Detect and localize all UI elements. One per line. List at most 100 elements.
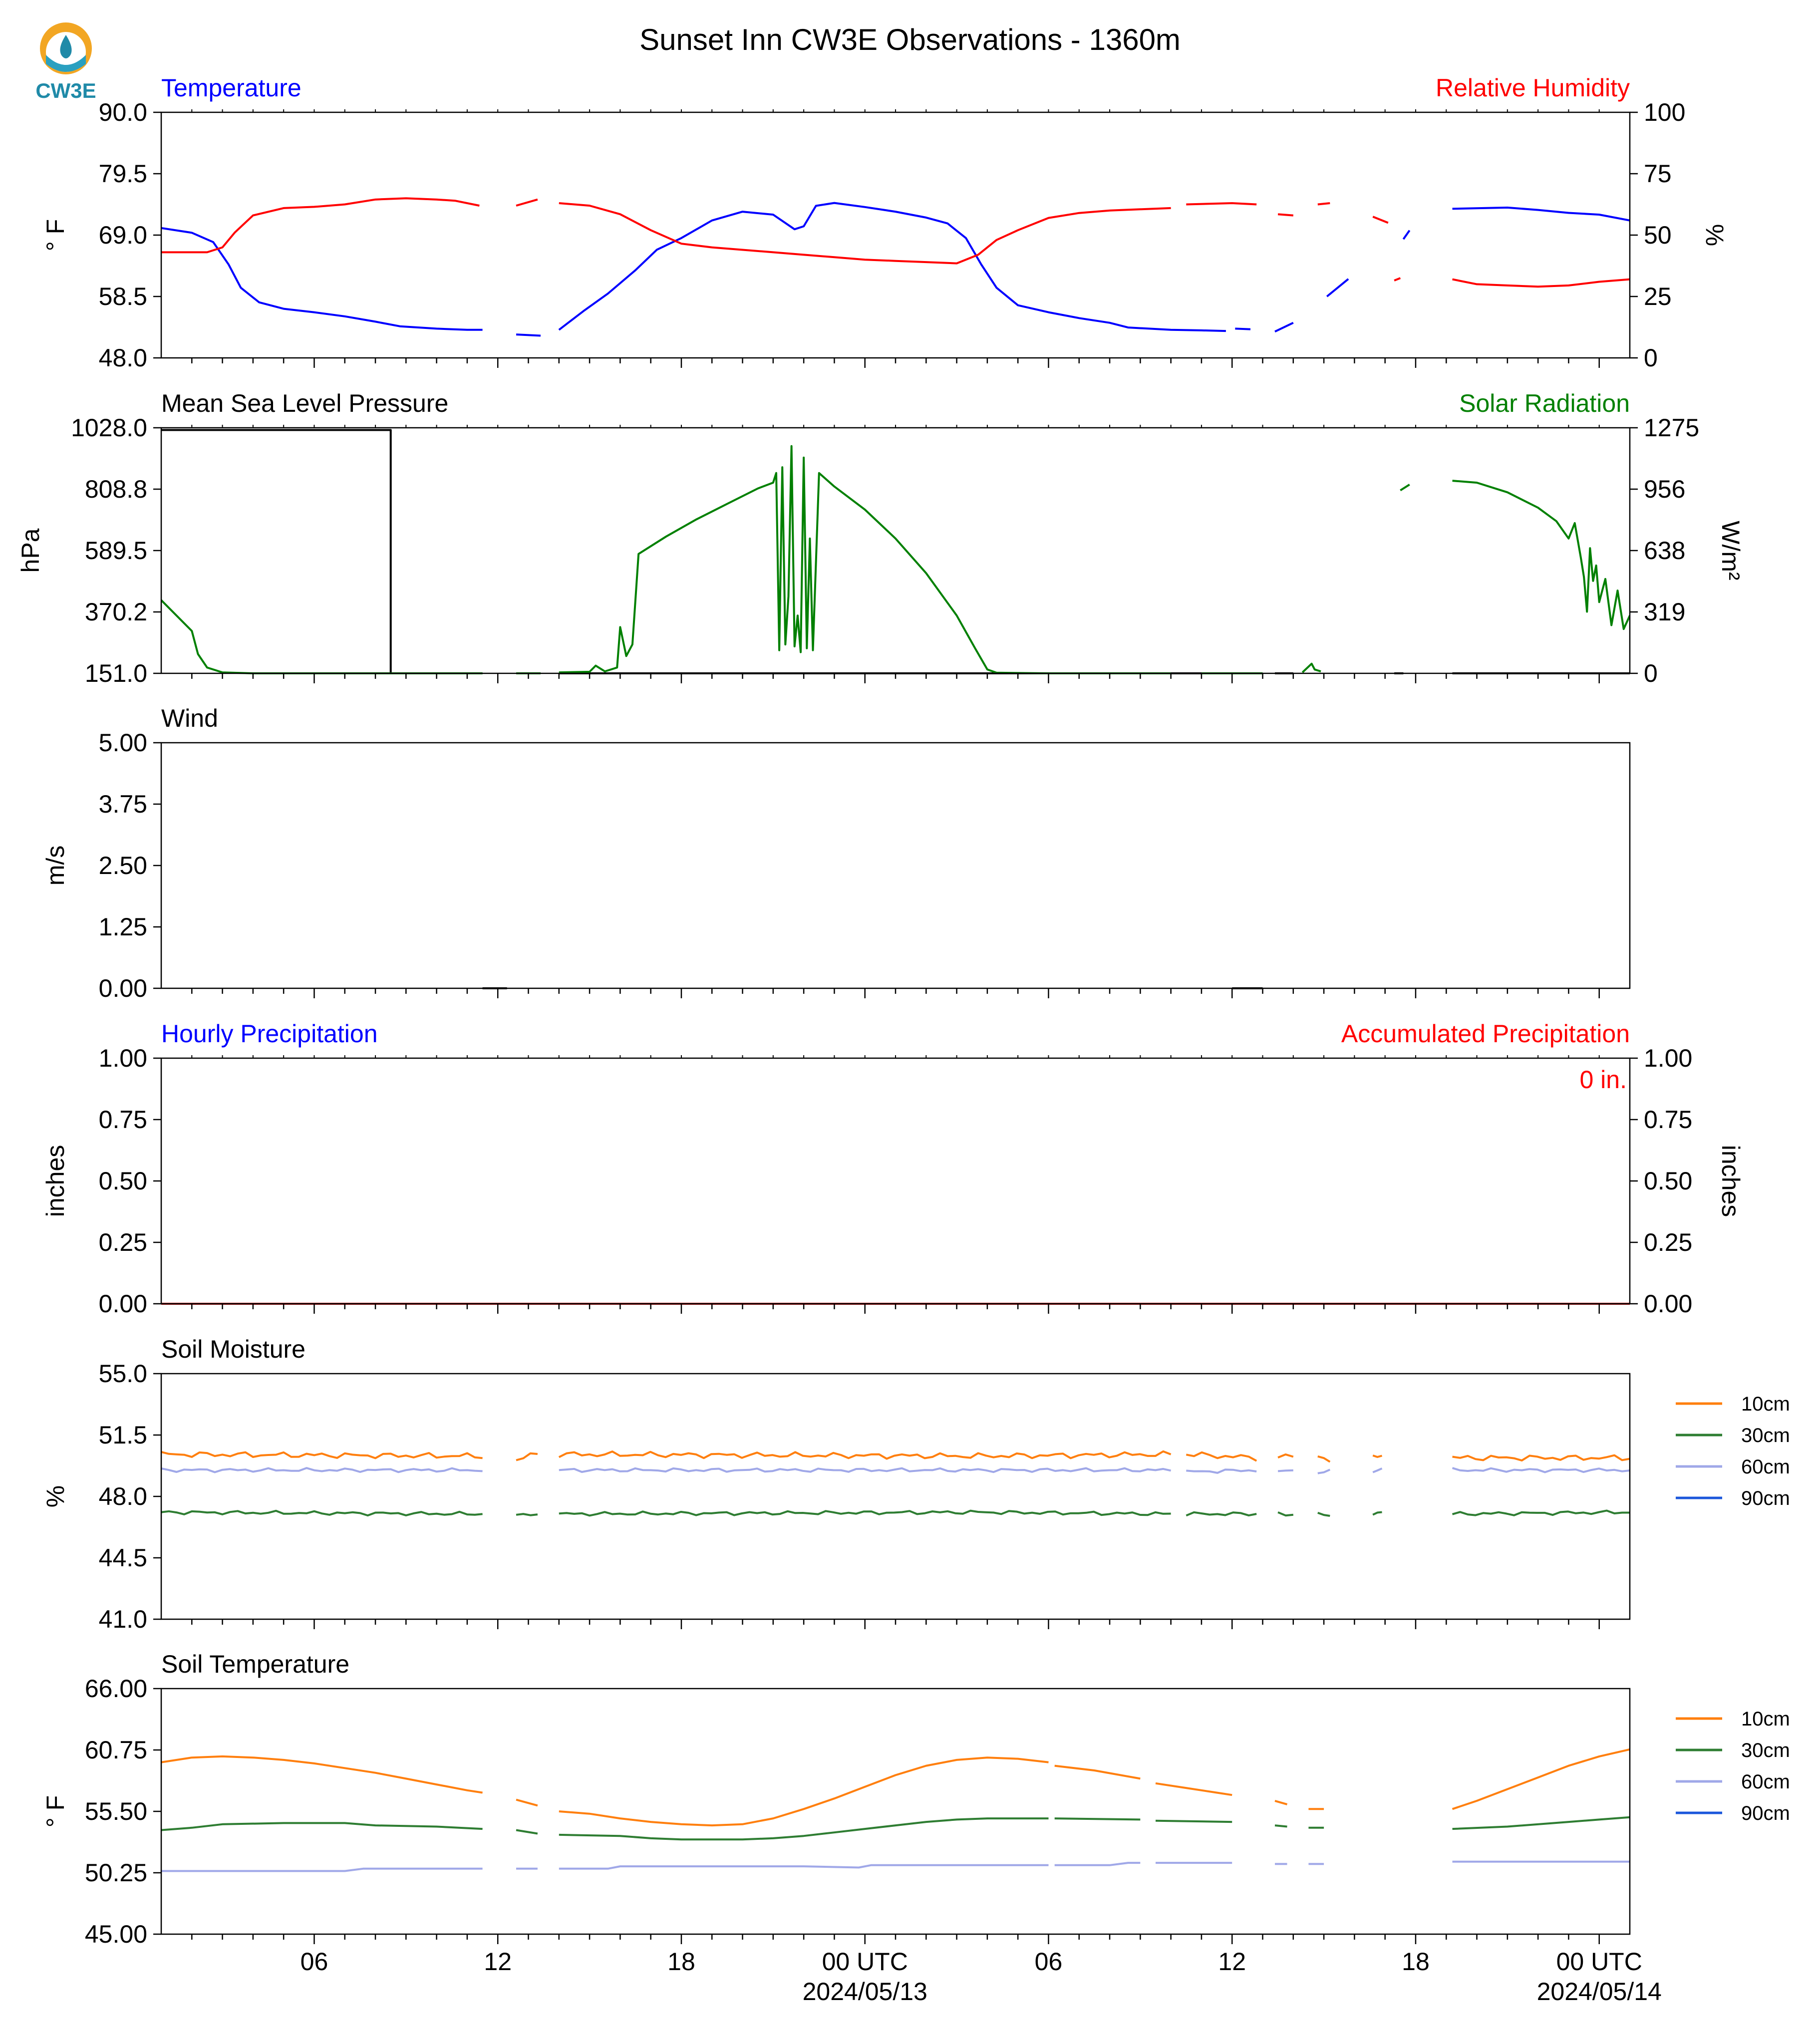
y-tick-label: 48.0 [99, 1482, 147, 1510]
y-tick-label: 1028.0 [71, 414, 147, 442]
series-temperature-segment [1235, 327, 1251, 330]
series-temperature-segment [1402, 230, 1411, 240]
y-tick-label: 55.0 [99, 1360, 147, 1388]
panel-title-left: Temperature [161, 74, 302, 102]
legend: 10cm 30cm 60cm 90cm [1676, 1708, 1790, 1824]
y-tick-label: 5.00 [99, 729, 147, 757]
y-tick-label: 151.0 [85, 659, 147, 687]
series-relative-humidity-segment [1452, 278, 1630, 288]
y-tick-label: 1.00 [99, 1044, 147, 1072]
series-relative-humidity-segment [1277, 213, 1293, 217]
y-tick-label: 0.75 [99, 1106, 147, 1134]
series-10cm-segment [1274, 1799, 1288, 1805]
y-tick-label: 66.00 [85, 1675, 147, 1703]
y2-axis-label: inches [1717, 1145, 1745, 1217]
y2-tick-label: 319 [1644, 598, 1685, 626]
series-10cm-segment [558, 1450, 1172, 1460]
series-group [161, 1748, 1630, 1872]
y-tick-label: 3.75 [99, 790, 147, 818]
series-60cm-segment [559, 1467, 1172, 1473]
y-axis-label: hPa [16, 528, 44, 573]
x-tick-label: 06 [301, 1948, 328, 1976]
panel-1: 1028.0 808.8 589.5 370.2 151.0 1275 956 638 319 0… [16, 389, 1745, 687]
series-temperature-segment [1326, 278, 1349, 297]
y-axis-label: m/s [41, 846, 69, 886]
series-relative-humidity-segment [161, 197, 480, 254]
series-60cm-segment [1372, 1467, 1383, 1473]
series-30cm-segment [1452, 1509, 1630, 1516]
series-30cm-segment [161, 1509, 483, 1517]
x-tick-label: 00 UTC [822, 1948, 908, 1976]
x-date-label: 2024/05/14 [1537, 1978, 1662, 2006]
panel-frame [160, 427, 1631, 674]
logo-wave [46, 55, 86, 72]
series-group [161, 429, 1630, 674]
x-tick-label: 12 [1218, 1948, 1246, 1976]
y-tick-label: 808.8 [85, 475, 147, 503]
series-30cm-segment [559, 1509, 1171, 1517]
series-10cm-segment [1452, 1748, 1630, 1810]
y-tick-label: 370.2 [85, 598, 147, 626]
panel-title-left: Mean Sea Level Pressure [161, 389, 448, 417]
series-60cm-segment [1317, 1468, 1331, 1474]
series-solar-radiation-segment [559, 445, 1171, 674]
legend: 10cm 30cm 60cm 90cm [1676, 1393, 1790, 1509]
y-tick-label: 0.00 [99, 974, 147, 1002]
series-solar-radiation-segment [161, 599, 483, 674]
panel-frame [160, 1688, 1631, 1935]
series-relative-humidity-segment [1186, 202, 1257, 206]
series-temperature-segment [1452, 206, 1630, 222]
series-30cm-segment [1372, 1511, 1382, 1516]
legend-label: 60cm [1741, 1456, 1790, 1478]
series-60cm-segment [161, 1867, 483, 1872]
y-tick-label: 55.50 [85, 1797, 147, 1825]
panel-frame [160, 742, 1631, 989]
y-tick-label: 79.5 [99, 160, 147, 188]
series-30cm-segment [1452, 1816, 1630, 1830]
panel-title-right: Relative Humidity [1436, 74, 1630, 102]
series-60cm-segment [559, 1864, 1049, 1870]
series-10cm-segment [516, 1452, 538, 1461]
x-tick-label: 12 [484, 1948, 512, 1976]
legend-label: 60cm [1741, 1771, 1790, 1793]
y-tick-label: 2.50 [99, 852, 147, 879]
series-group [161, 1450, 1630, 1517]
legend-label: 90cm [1741, 1487, 1790, 1509]
y-tick-label: 0.50 [99, 1167, 147, 1195]
series-temperature-segment [161, 227, 483, 331]
accumulated-total-annotation: 0 in. [1579, 1066, 1627, 1094]
y-tick-label: 90.0 [99, 98, 147, 126]
series-60cm-segment [1452, 1467, 1630, 1473]
series-relative-humidity-segment [516, 198, 538, 207]
y-tick-label: 48.0 [99, 344, 147, 372]
series-10cm-segment [161, 1451, 483, 1459]
x-tick-label: 06 [1035, 1948, 1063, 1976]
series-30cm-segment [1155, 1819, 1232, 1823]
series-30cm-segment [559, 1817, 1049, 1841]
panel-title-left: Hourly Precipitation [161, 1020, 378, 1048]
y-axis-label: % [41, 1485, 69, 1507]
series-group [161, 197, 1630, 337]
series-30cm-segment [1186, 1511, 1257, 1517]
y2-tick-label: 0.50 [1644, 1167, 1692, 1195]
panel-4: 55.0 51.5 48.0 44.5 41.0% Soil Moisture 10cm 30… [41, 1335, 1790, 1633]
series-10cm-segment [1155, 1782, 1232, 1796]
series-10cm-segment [1452, 1454, 1630, 1461]
series-30cm-segment [516, 1513, 538, 1516]
y2-tick-label: 0.00 [1644, 1290, 1692, 1318]
panel-0: 90.0 79.5 69.0 58.5 48.0 100 75 50 25 0 ° F % Temper… [41, 74, 1729, 372]
panel-frame [160, 1373, 1631, 1620]
legend-label: 30cm [1741, 1739, 1790, 1761]
y-tick-label: 60.75 [85, 1736, 147, 1764]
y2-axis-label: W/m² [1717, 521, 1745, 580]
series-relative-humidity-segment [1317, 202, 1330, 206]
legend-label: 30cm [1741, 1425, 1790, 1447]
panel-frame [160, 111, 1631, 359]
y2-tick-label: 100 [1644, 98, 1685, 126]
x-date-label: 2024/05/13 [803, 1978, 927, 2006]
series-10cm-segment [1186, 1451, 1257, 1462]
series-10cm-segment [1372, 1454, 1383, 1458]
panel-title-left: Soil Moisture [161, 1335, 305, 1363]
y-tick-label: 589.5 [85, 537, 147, 565]
